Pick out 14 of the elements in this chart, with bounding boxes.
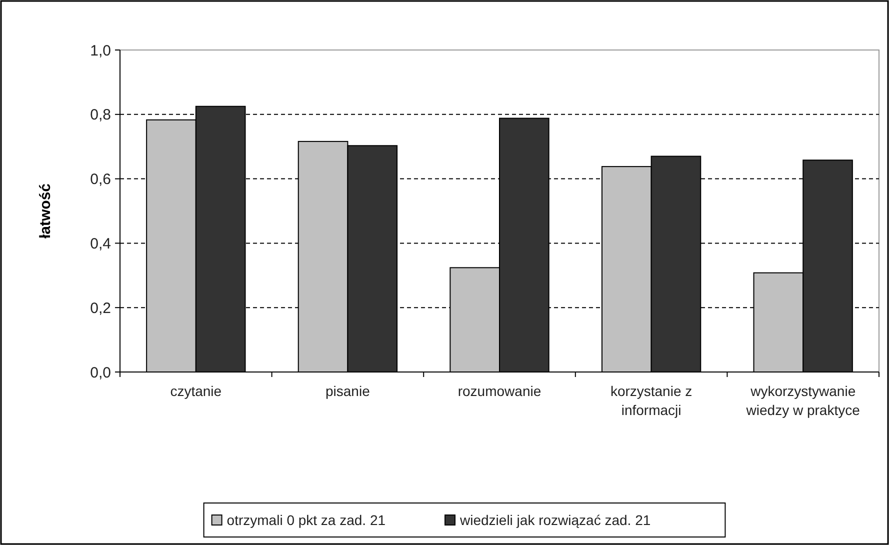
y-tick-label: 0,0 (90, 364, 111, 382)
legend-label: wiedzieli jak rozwiązać zad. 21 (459, 512, 651, 528)
y-axis-title: łatwość (37, 183, 54, 239)
x-tick-label: rozumowanie (458, 383, 542, 399)
y-tick-label: 1,0 (90, 42, 111, 60)
x-tick-label: pisanie (326, 383, 370, 399)
y-tick-label: 0,8 (90, 106, 111, 124)
y-tick-label: 0,2 (90, 300, 111, 317)
legend-label: otrzymali 0 pkt za zad. 21 (226, 512, 386, 528)
x-tick-label: wykorzystywanie wiedzy w praktyce (745, 383, 860, 418)
x-tick-label: korzystanie z informacji (610, 383, 692, 418)
x-tick-label: czytanie (170, 383, 222, 399)
y-tick-label: 0,6 (90, 171, 111, 188)
y-tick-label: 0,4 (90, 235, 111, 252)
